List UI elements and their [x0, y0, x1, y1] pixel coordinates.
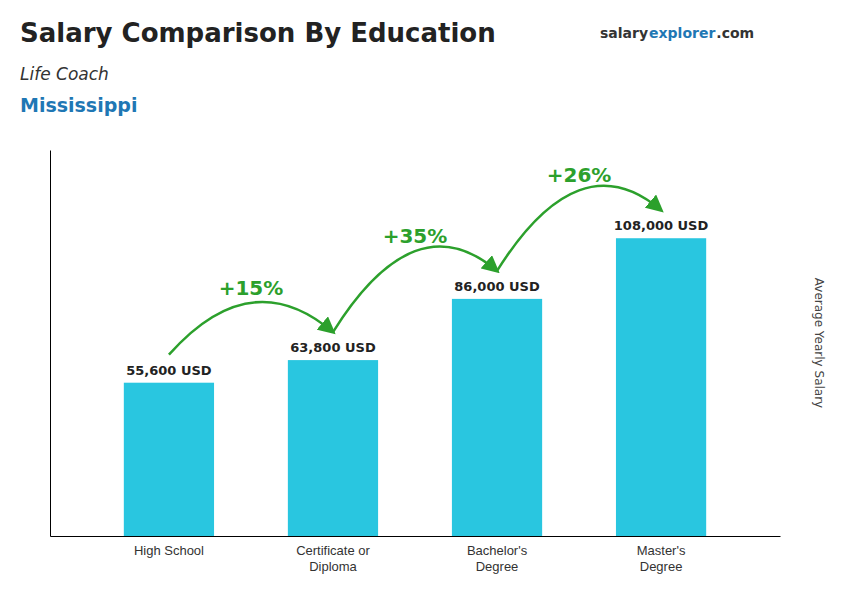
x-tick-label: Certificate orDiploma [296, 543, 370, 574]
title: Salary Comparison By Education [20, 18, 496, 48]
watermark: .com [716, 25, 754, 41]
subtitle: Mississippi [20, 94, 137, 116]
x-axis-line [51, 536, 781, 537]
bar [452, 299, 542, 536]
x-tick-label: High School [134, 543, 204, 558]
arrow [333, 247, 497, 333]
annotation: +26% [547, 163, 612, 187]
watermark: salary [600, 25, 648, 41]
bars [124, 238, 706, 536]
x-tick-label: Bachelor'sDegree [467, 543, 528, 574]
data-label: 86,000 USD [454, 279, 540, 294]
bar [616, 238, 706, 536]
x-axis: High School Certificate orDiploma Bachelor… [51, 537, 781, 574]
annotation: +15% [219, 276, 284, 300]
data-label: 108,000 USD [614, 218, 709, 233]
subtitle: Life Coach [20, 64, 109, 84]
x-tick-label: Master'sDegree [637, 543, 686, 574]
chart: Salary Comparison By Education Life Coach… [0, 0, 850, 606]
y-axis-title: Average Yearly Salary [812, 278, 826, 408]
x-tick: Certificate orDiploma [296, 543, 370, 574]
arrow [169, 302, 333, 355]
bar [124, 383, 214, 536]
bar [288, 360, 378, 536]
y-axis [50, 151, 51, 537]
x-tick: Master'sDegree [637, 543, 686, 574]
y-axis-line [50, 151, 51, 537]
x-tick: Bachelor'sDegree [467, 543, 528, 574]
x-tick: High School [134, 543, 204, 558]
data-label: 55,600 USD [126, 363, 212, 378]
data-label: 63,800 USD [290, 340, 376, 355]
arrow [497, 186, 661, 271]
watermark: explorer [649, 25, 715, 41]
annotation: +35% [383, 224, 448, 248]
